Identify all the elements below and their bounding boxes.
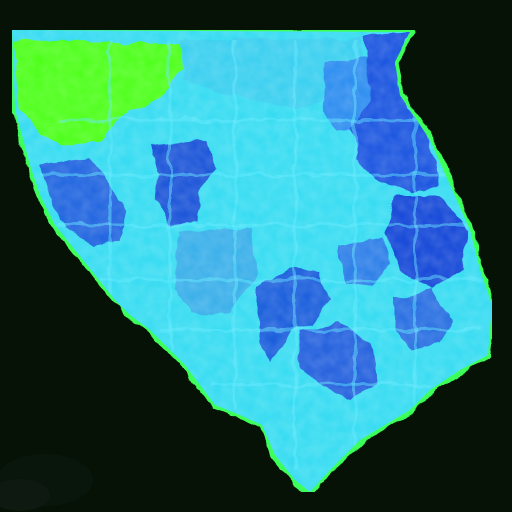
corner-speckle (0, 454, 93, 511)
